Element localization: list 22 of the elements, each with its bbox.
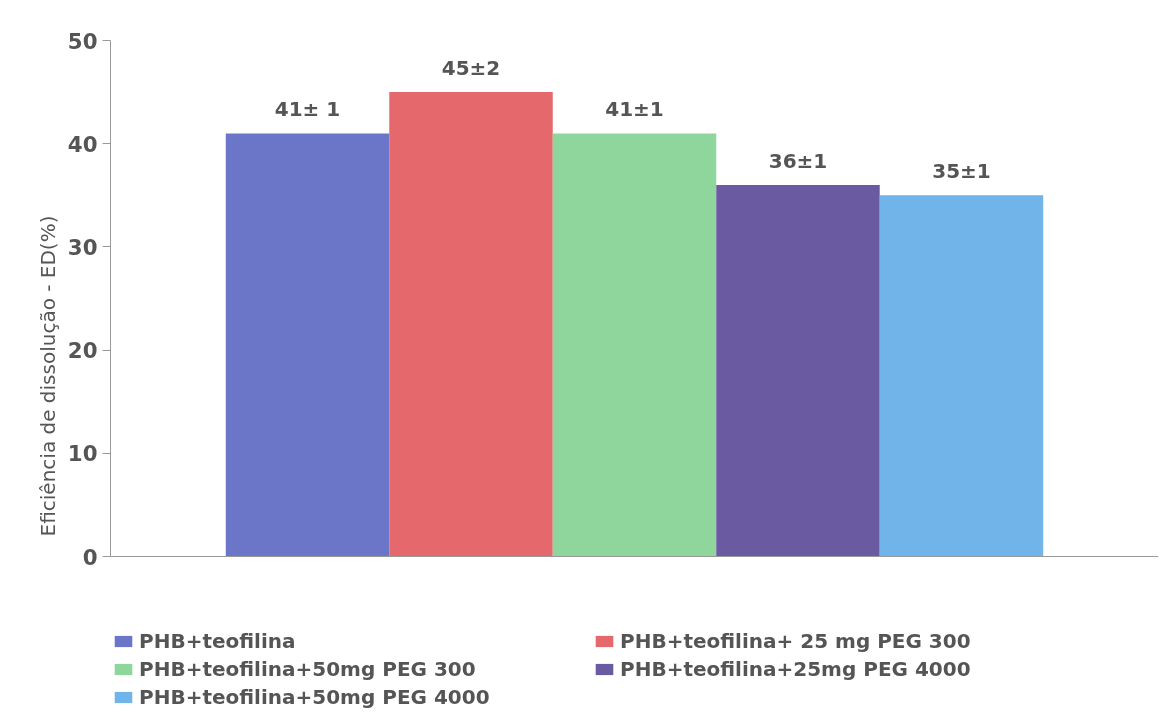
legend-label: PHB+teofilina+25mg PEG 4000 — [620, 657, 972, 681]
legend-label: PHB+teofilina — [139, 629, 297, 653]
y-tick-label: 30 — [67, 234, 98, 260]
bar — [225, 133, 390, 557]
data-label: 41± 1 — [274, 97, 341, 122]
y-axis-title: Eficiência de dissolução - ED(%) — [35, 215, 60, 537]
data-label: 45±2 — [441, 56, 501, 81]
y-tick-label: 20 — [67, 338, 98, 364]
legend-label: PHB+teofilina+50mg PEG 300 — [139, 657, 477, 681]
data-label: 35±1 — [932, 159, 991, 184]
legend-label: PHB+teofilina+50mg PEG 4000 — [139, 685, 491, 709]
y-tick-label: 40 — [67, 131, 98, 157]
y-tick-label: 0 — [82, 544, 98, 570]
y-tick-label: 50 — [67, 28, 98, 54]
bar — [389, 92, 553, 557]
data-label: 36±1 — [768, 149, 828, 174]
legend-label: PHB+teofilina+ 25 mg PEG 300 — [620, 629, 972, 653]
y-tick-label: 10 — [67, 441, 98, 467]
bar — [552, 133, 717, 557]
bar — [716, 185, 880, 557]
bar — [879, 195, 1044, 557]
data-label: 41±1 — [605, 97, 664, 122]
